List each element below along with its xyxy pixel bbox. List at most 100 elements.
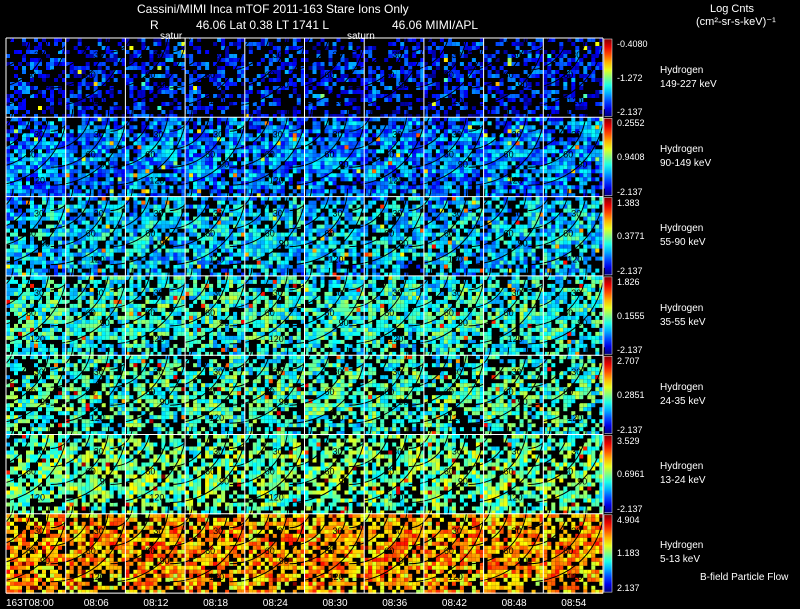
contour-label: 30 [34,129,44,139]
panel-r0-c5: 30 60 120 [289,29,366,118]
contour-arc [50,188,110,248]
contour-label: 120 [448,255,463,265]
time-label: 08:30 [322,598,348,609]
panel-r6-c7: 30 60 120 [408,505,486,594]
contour-label: 60 [205,149,215,159]
contour-arc [289,347,348,406]
row-species-label: Hydrogen [660,64,704,76]
contour-label: 90 [279,239,289,249]
contour-arc [170,109,229,168]
contour-arc [170,267,229,327]
contour-label: 90 [339,318,349,328]
contour-arc [289,426,330,467]
contour-label: 30 [333,209,343,219]
contour-arc [289,188,330,230]
row-species-label: Hydrogen [660,223,704,235]
panel-r1-c9: 30 60 90 [528,109,605,198]
contour-arc [229,426,271,467]
contour-arc [50,505,92,547]
contour-label: 30 [153,288,163,298]
bfield-label: B-field Particle Flow [700,572,789,583]
contour-arc [170,188,211,230]
contour-arc [50,505,110,565]
colorbar-min-label: -2.137 [617,424,643,435]
contour-label: 120 [30,334,45,344]
contour-arc [110,188,151,230]
contour-label: 30 [273,50,283,60]
header-l-apl: 46.06 MIMI/APL [392,18,479,32]
panel-r6-c6: 30 60 90 [349,505,426,594]
contour-label: 90 [458,477,468,487]
contour-label: 60 [265,467,275,477]
contour-label: 60 [205,546,215,556]
contour-label: 60 [444,149,454,159]
contour-label: 120 [329,96,344,106]
colorbar-mid-label: 0.2851 [617,389,645,400]
contour-arc [229,505,289,565]
contour-arc [0,109,50,168]
contour-label: 60 [205,229,215,239]
contour-arc [0,29,32,70]
contour-label: 30 [333,50,343,60]
contour-arc [50,29,92,71]
colorbar-0 [603,38,613,117]
contour-arc [349,267,390,309]
contour-label: 30 [153,129,163,139]
panel-r3-c2: 30 60 120 [110,267,187,356]
overlap-label-1: satur [160,31,183,42]
colorbar-1 [603,118,613,196]
contour-arc [528,267,569,309]
colorbar-mid-label: 0.6961 [617,469,645,480]
contour-arc [349,426,408,485]
contour-arc [50,426,110,485]
contour-label: 60 [563,70,573,80]
contour-label: 90 [219,318,229,328]
time-label: 08:54 [561,598,587,609]
contour-label: 30 [273,209,283,219]
colorbar-min-label: -2.137 [617,265,643,276]
row-species-label: Hydrogen [660,461,704,473]
contour-arc [408,29,468,89]
panel-r6-c0: 30 60 90 [0,505,68,594]
row-species-label: Hydrogen [660,381,704,393]
contour-arc [289,347,330,388]
contour-arc [110,29,151,71]
contour-arc [528,29,569,71]
contour-arc [349,505,390,547]
contour-label: 30 [512,50,522,60]
contour-label: 90 [398,397,408,407]
contour-label: 120 [149,334,164,344]
contour-arc [110,426,169,485]
contour-label: 60 [444,387,454,397]
contour-label: 90 [577,318,587,328]
time-label: 08:42 [441,598,467,609]
panel-r5-c2: 30 60 120 [110,426,187,515]
contour-arc [110,29,133,53]
colorbar-2 [603,197,613,276]
contour-label: 60 [265,70,275,80]
contour-label: 120 [30,493,45,503]
contour-arc [170,505,229,565]
contour-label: 30 [392,526,402,536]
contour-label: 30 [392,209,402,219]
contour-label: 30 [94,447,104,457]
contour-label: 30 [452,209,462,219]
contour-label: 60 [265,387,275,397]
panel-r1-c4: 30 60 120 [229,109,307,198]
contour-arc [289,188,348,248]
panel-r3-c0: 30 60 120 [0,267,68,356]
contour-label: 60 [444,70,454,80]
time-label: 163T08:00 [6,598,54,609]
contour-arc [170,29,211,71]
contour-label: 30 [213,367,223,377]
contour-label: 60 [205,467,215,477]
contour-label: 90 [577,159,587,169]
contour-arc [110,347,151,388]
contour-label: 60 [504,229,514,239]
colorbar-5 [603,435,613,514]
contour-label: 120 [90,96,105,106]
contour-label: 90 [279,80,289,90]
contour-label: 60 [265,546,275,556]
colorbar-mid-label: 1.183 [617,548,640,559]
contour-arc [408,505,468,565]
